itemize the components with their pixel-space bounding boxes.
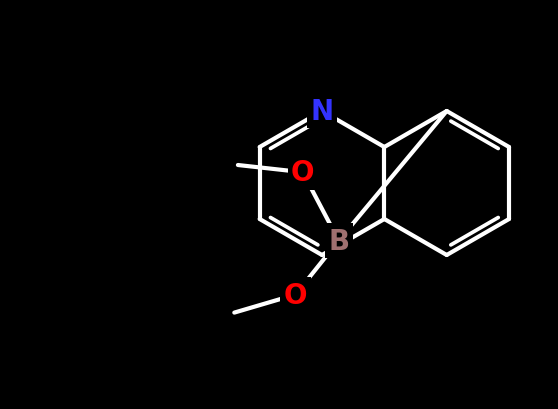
Text: B: B xyxy=(328,227,349,255)
Text: O: O xyxy=(291,159,315,187)
Text: N: N xyxy=(310,98,334,126)
Text: O: O xyxy=(284,281,307,309)
